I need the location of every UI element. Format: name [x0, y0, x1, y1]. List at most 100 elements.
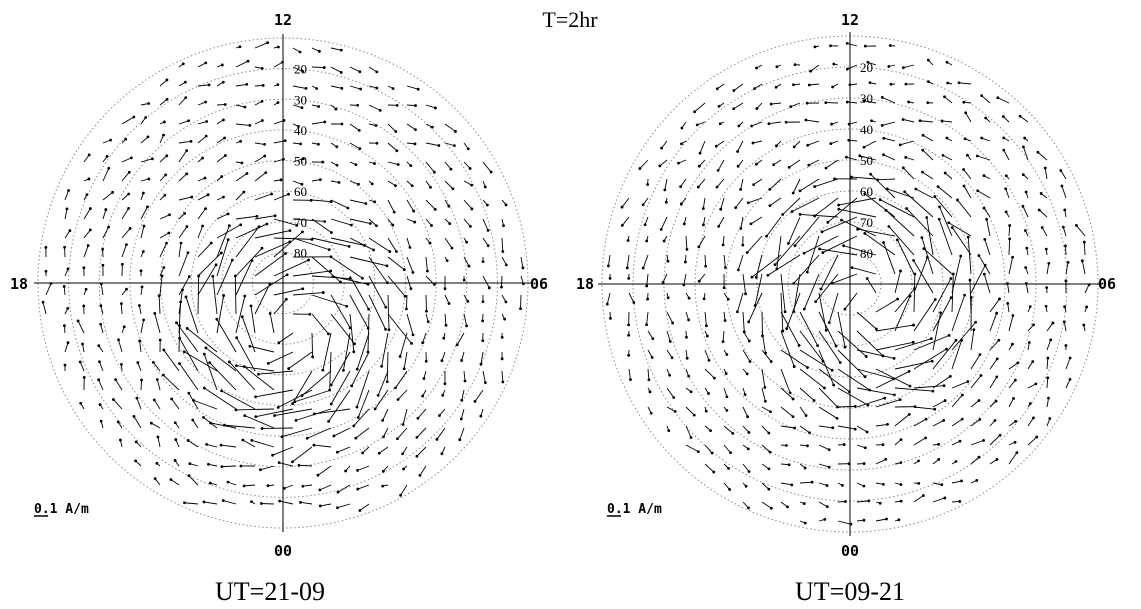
vector-head [282, 119, 286, 122]
vector-head [968, 278, 972, 282]
vector-head [97, 378, 101, 382]
current-vector [780, 406, 794, 417]
current-vector [970, 456, 980, 465]
mlt-axes [598, 32, 1102, 536]
vector-head [222, 118, 225, 122]
vector-head [291, 402, 294, 406]
vector-head [724, 372, 728, 375]
vector-head [224, 154, 227, 157]
panel-caption-left: UT=21-09 [215, 577, 325, 606]
current-vector [822, 235, 858, 253]
current-vector [761, 425, 770, 434]
current-vector [780, 349, 808, 368]
current-vector [856, 311, 877, 330]
vector-head [208, 361, 212, 365]
current-vector [856, 444, 866, 449]
vector-head [413, 220, 417, 224]
vector-head [298, 50, 302, 54]
vector-head [672, 396, 676, 399]
current-vector [425, 218, 432, 226]
vector-head [519, 307, 522, 311]
current-vector [292, 446, 313, 463]
current-vector [261, 503, 275, 505]
current-vector [386, 351, 389, 382]
current-vector [330, 85, 342, 89]
vector-head [201, 156, 205, 160]
current-vector [463, 256, 470, 267]
current-vector [1046, 263, 1050, 275]
current-vector [932, 297, 952, 332]
current-vector [932, 340, 957, 370]
vector-head [276, 101, 280, 104]
current-vector [397, 389, 408, 400]
vector-head [1004, 187, 1008, 191]
vector-head [982, 174, 986, 178]
current-vector [251, 439, 275, 448]
current-vector [139, 340, 142, 353]
current-vector [1007, 283, 1010, 294]
vector-head [192, 398, 195, 402]
vector-head [791, 415, 795, 419]
vector-head [650, 356, 654, 359]
vector-head [336, 490, 340, 494]
mlt-label-06: 06 [530, 275, 548, 293]
vector-head [736, 268, 740, 272]
vector-head [1023, 136, 1027, 140]
vector-head [732, 107, 736, 111]
latitude-label: 50 [860, 153, 873, 168]
current-vector [926, 217, 934, 256]
vector-head [714, 144, 718, 148]
vector-head [168, 213, 171, 217]
vector-head [972, 328, 976, 332]
vector-head [867, 499, 871, 503]
vector-head [663, 188, 667, 192]
current-vector [1027, 361, 1034, 370]
vector-head [97, 344, 101, 348]
current-vector [965, 112, 972, 123]
vector-head [140, 285, 144, 289]
current-vector [660, 216, 668, 230]
current-vector [1008, 362, 1019, 370]
vector-head [930, 359, 934, 363]
vector-head [792, 145, 796, 149]
vector-head [943, 171, 947, 175]
vector-head [718, 122, 722, 126]
vector-head [994, 399, 998, 403]
vector-head [268, 311, 272, 315]
vector-head [620, 224, 624, 227]
current-vector [932, 400, 946, 408]
vector-head [685, 335, 688, 339]
vector-head [943, 496, 947, 500]
current-vector [983, 207, 991, 218]
vector-head [204, 100, 208, 104]
vector-head [863, 44, 867, 48]
current-vector [140, 319, 145, 334]
vector-head [847, 462, 851, 466]
vector-head [82, 266, 86, 270]
current-vector [197, 84, 210, 87]
current-vector [803, 273, 820, 310]
current-vector [787, 216, 801, 244]
vector-head [173, 421, 177, 425]
vector-head [787, 165, 791, 169]
current-vector [846, 156, 858, 161]
current-vector [302, 484, 313, 487]
vector-head [1015, 451, 1019, 455]
current-vector [888, 226, 915, 256]
current-vector [832, 273, 858, 284]
current-vector [444, 313, 447, 326]
current-vector [951, 480, 962, 484]
vector-head [99, 282, 103, 286]
current-vector [349, 275, 370, 310]
vector-head [802, 251, 806, 255]
current-vector [137, 362, 142, 372]
current-vector [120, 303, 123, 315]
current-vector [273, 158, 284, 163]
current-vector [368, 237, 391, 252]
vector-head [950, 226, 954, 229]
vector-head [481, 339, 485, 343]
vector-head [409, 287, 413, 291]
vector-head [116, 420, 120, 424]
current-vector [254, 230, 291, 239]
